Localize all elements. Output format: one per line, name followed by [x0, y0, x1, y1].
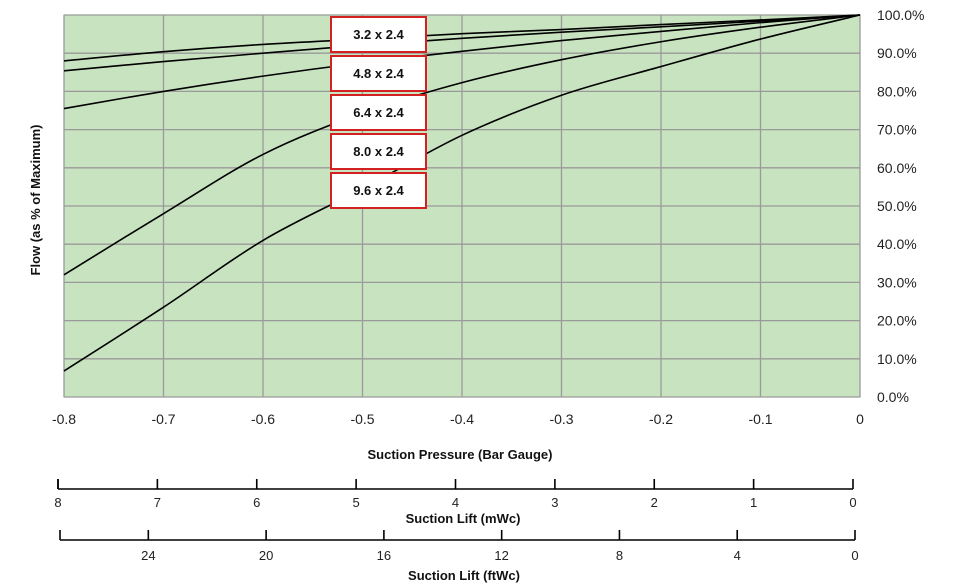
series-label: 6.4 x 2.4 — [353, 105, 404, 120]
mwc-scale-label: Suction Lift (mWc) — [406, 511, 521, 526]
series-label-box — [330, 55, 427, 92]
y-tick-label: 50.0% — [877, 198, 917, 214]
x-tick-label: -0.7 — [151, 411, 175, 427]
y-tick-label: 40.0% — [877, 236, 917, 252]
series-label-box — [330, 94, 427, 131]
scale-tick-label: 16 — [377, 548, 391, 563]
y-axis-title: Flow (as % of Maximum) — [28, 125, 43, 276]
y-tick-label: 100.0% — [877, 7, 924, 23]
x-tick-label: -0.1 — [748, 411, 772, 427]
scale-tick-label: 7 — [154, 495, 161, 510]
series-label: 3.2 x 2.4 — [353, 27, 404, 42]
series-labels: 3.2 x 2.4 4.8 x 2.4 6.4 x 2.4 8.0 x 2.4 9.6 … — [330, 16, 427, 209]
scale-tick-label: 5 — [353, 495, 360, 510]
x-tick-label: -0.4 — [450, 411, 474, 427]
series-line-3 — [63, 14, 861, 110]
series-label: 8.0 x 2.4 — [353, 144, 404, 159]
scale-tick-label: 4 — [452, 495, 459, 510]
scale-tick-label: 4 — [734, 548, 741, 563]
scale-tick-label: 12 — [494, 548, 508, 563]
scale-tick-label: 6 — [253, 495, 260, 510]
y-tick-label: 10.0% — [877, 351, 917, 367]
scale-tick-label: 8 — [616, 548, 623, 563]
x-axis-ticks: -0.8 -0.7 -0.6 -0.5 -0.4 -0.3 -0.2 -0.1 0 — [52, 411, 864, 427]
scale-tick-label: 0 — [849, 495, 856, 510]
scale-tick-label: 24 — [141, 548, 155, 563]
x-axis-title: Suction Pressure (Bar Gauge) — [368, 447, 553, 462]
x-tick-label: -0.6 — [251, 411, 275, 427]
x-tick-label: -0.3 — [549, 411, 573, 427]
ftwc-scale-label: Suction Lift (ftWc) — [408, 568, 520, 583]
scale-tick-label: 20 — [259, 548, 273, 563]
y-tick-label: 0.0% — [877, 389, 909, 405]
series-label: 9.6 x 2.4 — [353, 183, 404, 198]
mwc-scale: 8 7 6 5 4 3 2 1 0 — [54, 479, 857, 510]
y-tick-label: 70.0% — [877, 122, 917, 138]
y-tick-label: 30.0% — [877, 274, 917, 290]
series-line-5 — [63, 14, 861, 372]
series-label-box — [330, 16, 427, 53]
series-label: 4.8 x 2.4 — [353, 66, 404, 81]
y-tick-label: 80.0% — [877, 83, 917, 99]
scale-tick-label: 2 — [651, 495, 658, 510]
x-tick-label: 0 — [856, 411, 864, 427]
series-lines — [63, 14, 861, 372]
y-axis-ticks: 0.0% 10.0% 20.0% 30.0% 40.0% 50.0% 60.0% 70.0% 8… — [877, 7, 924, 405]
series-line-4 — [63, 14, 861, 276]
series-line-2 — [63, 14, 861, 72]
x-tick-label: -0.2 — [649, 411, 673, 427]
y-tick-label: 90.0% — [877, 45, 917, 61]
x-tick-label: -0.8 — [52, 411, 76, 427]
series-label-box — [330, 133, 427, 170]
ftwc-scale: 24 20 16 12 8 4 0 — [59, 530, 859, 563]
y-tick-label: 60.0% — [877, 160, 917, 176]
scale-tick-label: 1 — [750, 495, 757, 510]
grid — [63, 14, 861, 398]
scale-tick-label: 3 — [551, 495, 558, 510]
series-line-1 — [63, 14, 861, 62]
series-label-box — [330, 172, 427, 209]
x-tick-label: -0.5 — [350, 411, 374, 427]
scale-tick-label: 0 — [851, 548, 858, 563]
scale-tick-label: 8 — [54, 495, 61, 510]
y-tick-label: 20.0% — [877, 313, 917, 329]
